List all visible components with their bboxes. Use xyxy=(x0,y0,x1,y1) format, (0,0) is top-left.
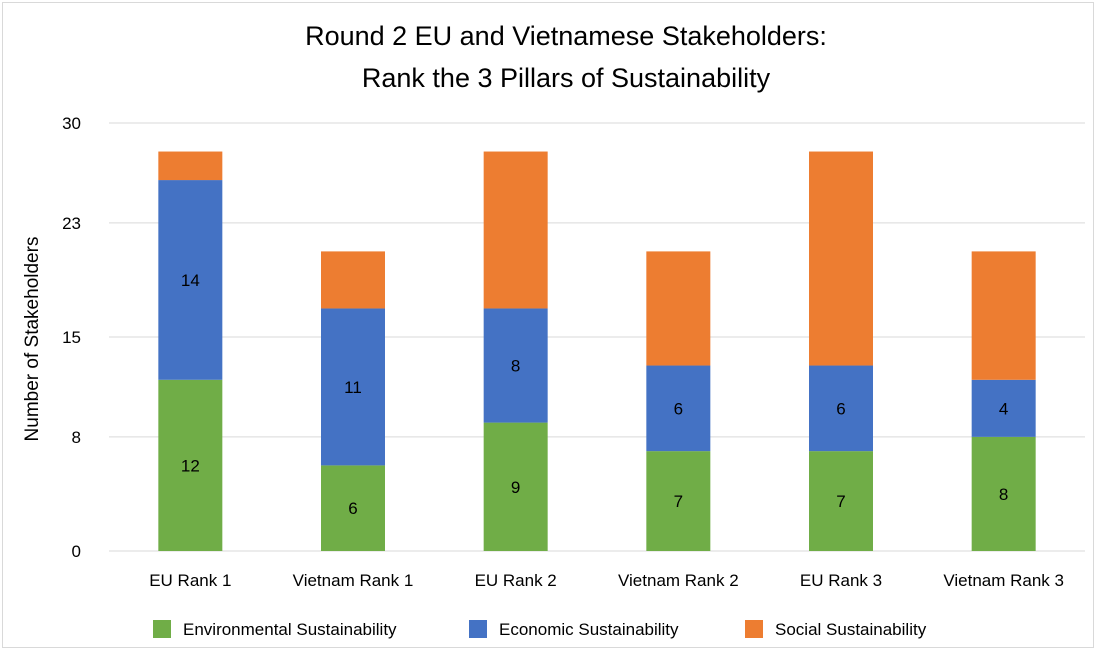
bar-segment xyxy=(646,451,711,551)
bar-segment xyxy=(483,422,548,551)
chart-title: Round 2 EU and Vietnamese Stakeholders: … xyxy=(305,21,827,93)
bar-segment xyxy=(321,308,385,466)
legend: Environmental Sustainability Economic Sus… xyxy=(153,620,927,639)
y-tick-label: 8 xyxy=(72,428,81,447)
x-category-label: Vietnam Rank 3 xyxy=(943,571,1064,590)
bar-segment xyxy=(971,436,1036,551)
bar-segment xyxy=(646,251,711,366)
x-category-label: Vietnam Rank 2 xyxy=(618,571,739,590)
data-label: 8 xyxy=(511,357,520,376)
bar-segment xyxy=(158,379,223,551)
data-label: 7 xyxy=(674,492,683,511)
bar-segment xyxy=(321,465,385,551)
data-label: 6 xyxy=(674,399,683,418)
data-label: 6 xyxy=(836,399,845,418)
legend-label: Economic Sustainability xyxy=(499,620,679,639)
y-tick-label: 0 xyxy=(72,542,81,561)
x-category-label: EU Rank 3 xyxy=(800,571,882,590)
data-label: 7 xyxy=(836,492,845,511)
y-tick-label: 23 xyxy=(62,214,81,233)
data-labels: 12 14 6 11 9 8 7 6 7 6 8 4 xyxy=(181,271,1009,518)
bars xyxy=(158,151,1036,551)
bar-segment xyxy=(158,180,223,380)
x-category-label: EU Rank 1 xyxy=(149,571,231,590)
x-axis-categories: EU Rank 1 Vietnam Rank 1 EU Rank 2 Vietnam … xyxy=(149,571,1064,590)
chart-title-line-2: Rank the 3 Pillars of Sustainability xyxy=(362,63,771,93)
bar-segment xyxy=(483,308,548,423)
chart-title-line-1: Round 2 EU and Vietnamese Stakeholders: xyxy=(305,21,827,51)
data-label: 6 xyxy=(348,499,357,518)
legend-swatch xyxy=(153,620,171,638)
data-label: 9 xyxy=(511,478,520,497)
y-axis-ticks: 0 8 15 23 30 xyxy=(62,114,81,561)
bar-segment xyxy=(971,251,1036,380)
legend-swatch xyxy=(469,620,487,638)
y-tick-label: 15 xyxy=(62,328,81,347)
legend-label: Environmental Sustainability xyxy=(183,620,397,639)
data-label: 4 xyxy=(999,399,1008,418)
x-category-label: Vietnam Rank 1 xyxy=(293,571,414,590)
bar-segment xyxy=(971,379,1036,437)
bar-segment xyxy=(321,251,385,309)
bar-segment xyxy=(809,365,873,452)
gridlines xyxy=(109,122,1085,552)
y-axis-title: Number of Stakeholders xyxy=(22,237,43,442)
bar-segment xyxy=(646,365,711,452)
data-label: 12 xyxy=(181,456,200,475)
data-label: 11 xyxy=(344,378,362,397)
bar-segment xyxy=(158,151,223,181)
legend-swatch xyxy=(745,620,763,638)
x-category-label: EU Rank 2 xyxy=(475,571,557,590)
data-label: 14 xyxy=(181,271,200,290)
data-label: 8 xyxy=(999,485,1008,504)
bar-segment xyxy=(809,151,873,366)
stacked-bar-chart: Round 2 EU and Vietnamese Stakeholders: … xyxy=(22,21,1085,639)
bar-segment xyxy=(809,451,873,551)
bar-segment xyxy=(483,151,548,309)
legend-label: Social Sustainability xyxy=(775,620,927,639)
y-tick-label: 30 xyxy=(62,114,81,133)
